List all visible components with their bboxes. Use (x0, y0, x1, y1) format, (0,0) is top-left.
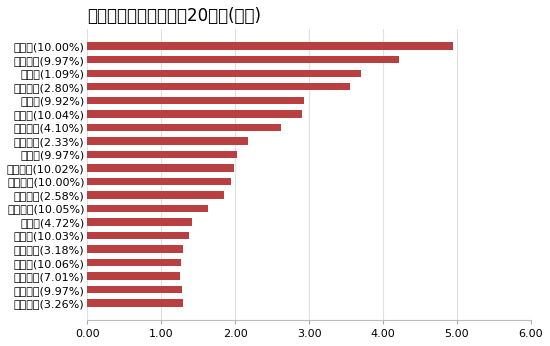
Bar (87, 191, 224, 199)
Bar (87, 43, 453, 50)
Bar (87, 97, 304, 104)
Bar (87, 259, 181, 266)
Bar (87, 124, 281, 131)
Bar (87, 110, 301, 118)
Bar (87, 205, 208, 212)
Bar (87, 70, 361, 77)
Bar (87, 218, 192, 226)
Bar (87, 164, 234, 172)
Text: 主力资金净流入金额前20个股(亿元): 主力资金净流入金额前20个股(亿元) (87, 7, 261, 25)
Bar (87, 272, 180, 280)
Bar (87, 56, 399, 63)
Bar (87, 151, 238, 158)
Bar (87, 232, 189, 239)
Bar (87, 286, 182, 293)
Bar (87, 178, 232, 185)
Bar (87, 137, 249, 145)
Bar (87, 299, 183, 307)
Bar (87, 245, 183, 253)
Bar (87, 83, 350, 91)
